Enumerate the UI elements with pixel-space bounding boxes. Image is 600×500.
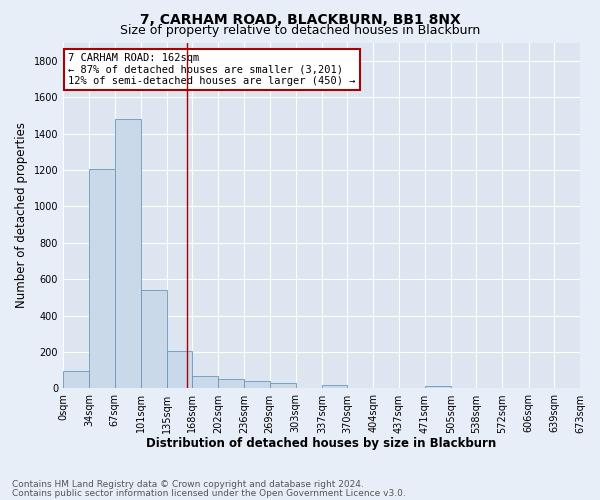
Text: Contains public sector information licensed under the Open Government Licence v3: Contains public sector information licen… <box>12 489 406 498</box>
Text: Size of property relative to detached houses in Blackburn: Size of property relative to detached ho… <box>120 24 480 37</box>
Text: Contains HM Land Registry data © Crown copyright and database right 2024.: Contains HM Land Registry data © Crown c… <box>12 480 364 489</box>
Bar <box>115 119 140 388</box>
Text: 7 CARHAM ROAD: 162sqm
← 87% of detached houses are smaller (3,201)
12% of semi-d: 7 CARHAM ROAD: 162sqm ← 87% of detached … <box>68 53 356 86</box>
Bar <box>167 351 192 389</box>
Bar <box>218 380 244 388</box>
X-axis label: Distribution of detached houses by size in Blackburn: Distribution of detached houses by size … <box>146 437 497 450</box>
Bar <box>425 386 451 388</box>
Bar <box>140 290 167 388</box>
Bar <box>89 169 115 388</box>
Bar <box>244 381 269 388</box>
Bar <box>269 383 296 388</box>
Text: 7, CARHAM ROAD, BLACKBURN, BB1 8NX: 7, CARHAM ROAD, BLACKBURN, BB1 8NX <box>140 12 460 26</box>
Bar <box>322 385 347 388</box>
Bar <box>63 371 89 388</box>
Bar <box>192 376 218 388</box>
Y-axis label: Number of detached properties: Number of detached properties <box>15 122 28 308</box>
